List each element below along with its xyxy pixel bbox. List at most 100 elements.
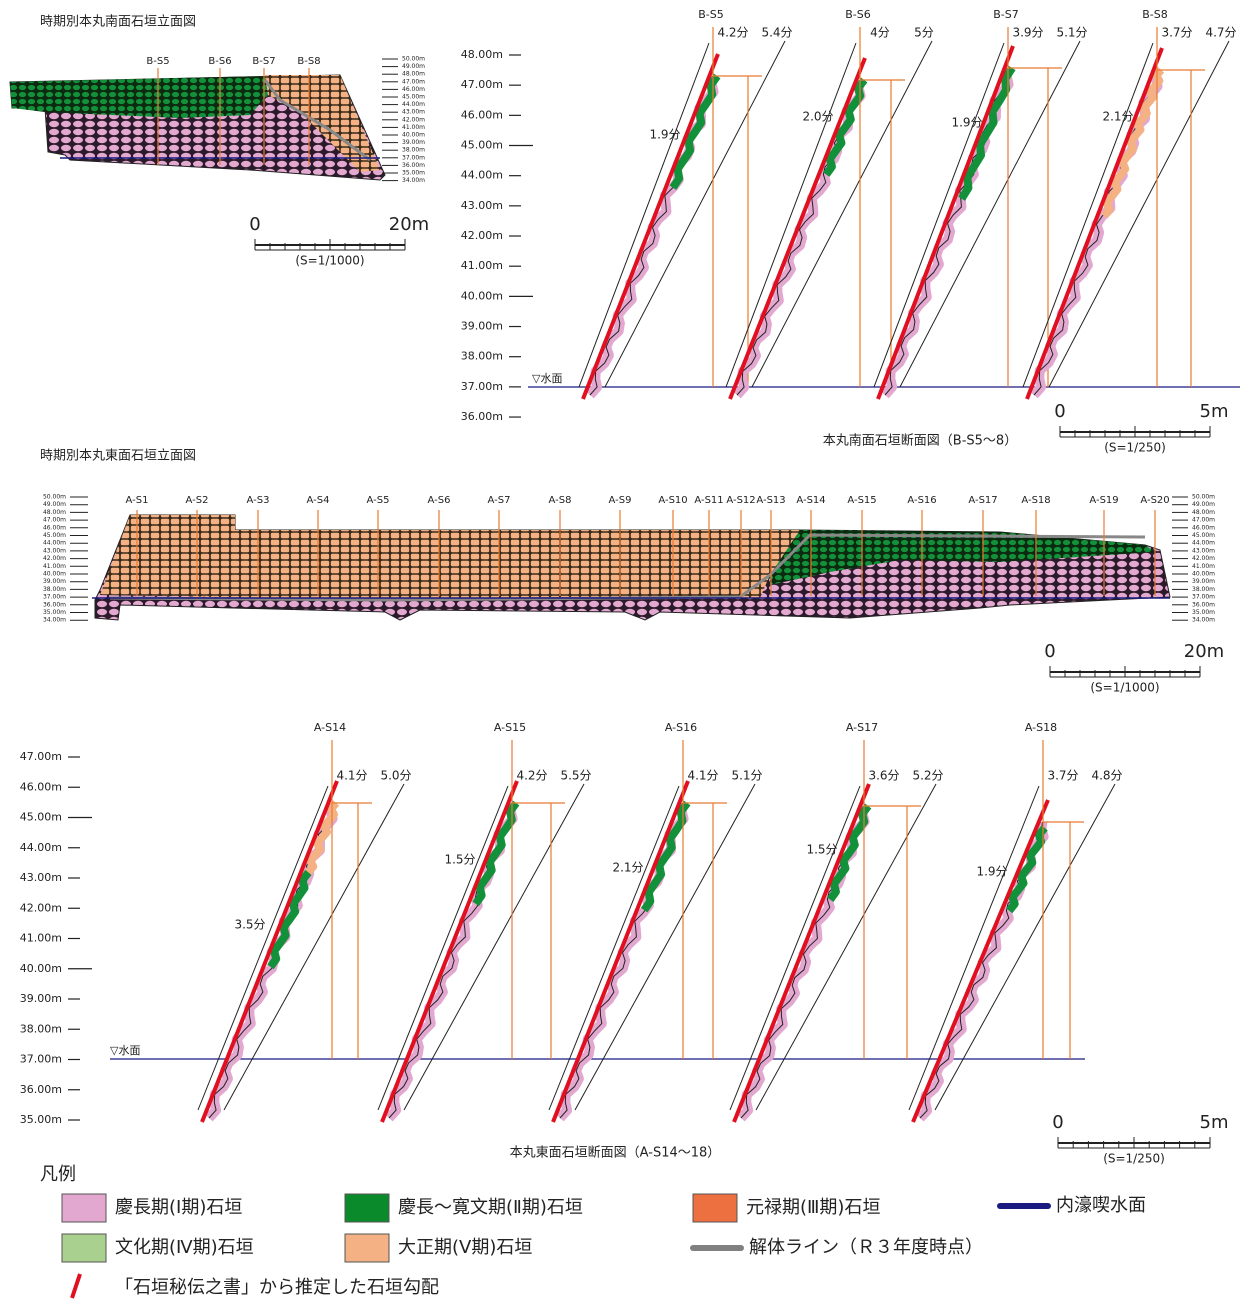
- stone-wall-period-2: [770, 530, 1155, 585]
- section-name: A-S14: [314, 721, 346, 734]
- upper-slope-label: 3.7分: [1047, 769, 1078, 783]
- elevation-tick-label: 42.00m: [1192, 555, 1215, 562]
- section-label: A-S4: [307, 495, 330, 506]
- elevation-tick-label: 42.00m: [402, 116, 425, 123]
- stone-profile: [556, 802, 689, 1122]
- level-tick-label: 38.00m: [461, 350, 503, 363]
- level-tick-label: 36.00m: [20, 1083, 62, 1096]
- upper-slope-label: 5分: [914, 26, 934, 40]
- upper-slope-label: 5.4分: [761, 26, 792, 40]
- upper-slope-label: 5.1分: [1056, 26, 1087, 40]
- elevation-tick-label: 37.00m: [402, 154, 425, 161]
- elevation-tick-label: 41.00m: [43, 563, 66, 570]
- legend-label: 「石垣秘伝之書」から推定した石垣勾配: [115, 1277, 439, 1298]
- level-tick-label: 43.00m: [461, 199, 503, 212]
- section-label: A-S18: [1021, 495, 1050, 506]
- elevation-tick-label: 49.00m: [43, 501, 66, 508]
- elevation-tick-label: 39.00m: [43, 578, 66, 585]
- elevation-tick-label: 44.00m: [1192, 540, 1215, 547]
- level-tick-label: 43.00m: [20, 871, 62, 884]
- scale-ratio: (S=1/1000): [295, 254, 364, 268]
- section-label: A-S6: [428, 495, 451, 506]
- upper-slope-label: 4.7分: [1205, 26, 1236, 40]
- section-name: B-S5: [698, 8, 724, 21]
- guide-line: [934, 783, 1116, 1111]
- upper-slope-label: 3.9分: [1012, 26, 1043, 40]
- elevation-tick-label: 44.00m: [43, 540, 66, 547]
- level-tick-label: 47.00m: [20, 750, 62, 763]
- scale-end: 5m: [1200, 401, 1229, 422]
- elevation-tick-label: 39.00m: [1192, 578, 1215, 585]
- guide-line: [908, 785, 1040, 1111]
- legend-swatch: [70, 1273, 82, 1299]
- elevation-tick-label: 37.00m: [43, 594, 66, 601]
- elevation-tick-label: 38.00m: [43, 586, 66, 593]
- water-label: ▽水面: [110, 1044, 140, 1057]
- section-label: A-S20: [1140, 495, 1169, 506]
- upper-slope-label: 4.1分: [687, 769, 718, 783]
- level-tick-label: 36.00m: [461, 410, 503, 423]
- section-label: A-S8: [549, 495, 572, 506]
- guide-line: [729, 785, 861, 1111]
- section-label: A-S10: [658, 495, 687, 506]
- section-name: A-S15: [494, 721, 526, 734]
- elevation-tick-label: 49.00m: [402, 63, 425, 70]
- lower-slope-label: 2.1分: [1102, 110, 1133, 124]
- elevation-tick-label: 49.00m: [1192, 501, 1215, 508]
- section-name: B-S7: [993, 8, 1019, 21]
- upper-slope-label: 5.1分: [731, 769, 762, 783]
- dismantle-line: [263, 79, 371, 162]
- elevation-tick-label: 46.00m: [43, 524, 66, 531]
- lower-slope-label: 1.9分: [976, 865, 1007, 879]
- lower-slope-label: 1.5分: [444, 853, 475, 867]
- stone-period: [305, 800, 340, 875]
- legend-label: 慶長期(Ⅰ期)石垣: [115, 1197, 242, 1218]
- elevation-tick-label: 37.00m: [1192, 594, 1215, 601]
- upper-slope-label: 4.8分: [1091, 769, 1122, 783]
- elevation-tick-label: 36.00m: [402, 162, 425, 169]
- estimated-slope: [911, 799, 1050, 1123]
- elevation-tick-label: 40.00m: [43, 571, 66, 578]
- scale-ratio: (S=1/1000): [1090, 681, 1159, 695]
- legend-swatch: [61, 1233, 107, 1263]
- section-label: A-S5: [367, 495, 390, 506]
- elevation-tick-label: 36.00m: [1192, 601, 1215, 608]
- guide-line: [604, 40, 786, 388]
- level-tick-label: 46.00m: [461, 108, 503, 121]
- section-label: B-S7: [252, 56, 275, 67]
- stone-period: [1006, 825, 1048, 914]
- elevation-tick-label: 47.00m: [1192, 517, 1215, 524]
- scale-start: 0: [1054, 401, 1065, 422]
- level-tick-label: 48.00m: [461, 48, 503, 61]
- elevation-tick-label: 45.00m: [43, 532, 66, 539]
- section-label: A-S19: [1089, 495, 1118, 506]
- level-tick-label: 46.00m: [20, 780, 62, 793]
- elevation-tick-label: 36.00m: [43, 601, 66, 608]
- level-tick-label: 45.00m: [461, 139, 503, 152]
- lower-slope-label: 2.0分: [802, 110, 833, 124]
- elevation-tick-label: 47.00m: [402, 78, 425, 85]
- guide-line: [574, 783, 756, 1111]
- legend-label: 慶長～寛文期(Ⅱ期)石垣: [398, 1197, 583, 1218]
- section-label: A-S2: [186, 495, 209, 506]
- legend-label: 大正期(Ⅴ期)石垣: [398, 1237, 532, 1258]
- section-label: A-S12: [726, 495, 755, 506]
- level-tick-label: 38.00m: [20, 1022, 62, 1035]
- estimated-slope: [581, 53, 720, 400]
- elevation-tick-label: 34.00m: [43, 617, 66, 624]
- elevation-tick-label: 45.00m: [402, 94, 425, 101]
- estimated-slope: [728, 57, 867, 400]
- elevation-tick-label: 38.00m: [1192, 586, 1215, 593]
- lower-slope-label: 3.5分: [234, 918, 265, 932]
- section-label: A-S7: [488, 495, 511, 506]
- scale-ratio: (S=1/250): [1103, 1152, 1165, 1166]
- stone-wall-period-2: [10, 76, 268, 118]
- east-elevation: 時期別本丸東面石垣立面図: [40, 448, 1171, 621]
- water-label: ▽水面: [532, 372, 562, 385]
- east-elevation-title: 時期別本丸東面石垣立面図: [40, 448, 196, 464]
- stone-period: [472, 800, 520, 907]
- elevation-tick-label: 50.00m: [1192, 494, 1215, 501]
- estimated-slope: [380, 780, 519, 1123]
- stone-period: [267, 869, 312, 970]
